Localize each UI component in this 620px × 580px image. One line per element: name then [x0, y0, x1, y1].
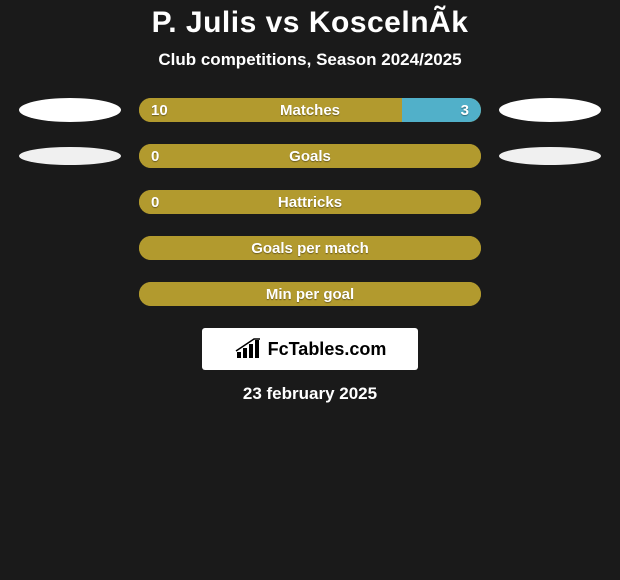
player-right-marker [499, 98, 601, 122]
stat-value-right: 3 [461, 98, 469, 122]
page-title: P. Julis vs KoscelnÃ­k [0, 6, 620, 40]
comparison-card: P. Julis vs KoscelnÃ­k Club competitions… [0, 0, 620, 404]
stat-label: Goals [139, 144, 481, 168]
stat-label: Hattricks [139, 190, 481, 214]
brand-logo-text: FcTables.com [268, 339, 387, 360]
stat-rows: Matches103Goals0Hattricks0Goals per matc… [0, 98, 620, 306]
bars-chart-icon [234, 338, 262, 360]
stat-row: Goals per match [0, 236, 620, 260]
stat-bar: Matches10 3 [139, 98, 481, 122]
stat-value-left: 0 [151, 144, 159, 168]
stat-label: Min per goal [139, 282, 481, 306]
player-right-marker [499, 147, 601, 165]
stat-label: Matches [139, 98, 481, 122]
stat-bar: Goals0 [139, 144, 481, 168]
stat-bar: Min per goal [139, 282, 481, 306]
stat-value-left: 0 [151, 190, 159, 214]
stat-row: Goals0 [0, 144, 620, 168]
stat-bar: Hattricks0 [139, 190, 481, 214]
stat-bar: Goals per match [139, 236, 481, 260]
page-subtitle: Club competitions, Season 2024/2025 [0, 50, 620, 70]
stat-row: Hattricks0 [0, 190, 620, 214]
stat-row: Matches10 3 [0, 98, 620, 122]
stat-row: Min per goal [0, 282, 620, 306]
player-left-marker [19, 147, 121, 165]
stat-value-left: 10 [151, 98, 168, 122]
player-left-marker [19, 98, 121, 122]
snapshot-date: 23 february 2025 [0, 384, 620, 404]
stat-label: Goals per match [139, 236, 481, 260]
brand-logo: FcTables.com [202, 328, 418, 370]
